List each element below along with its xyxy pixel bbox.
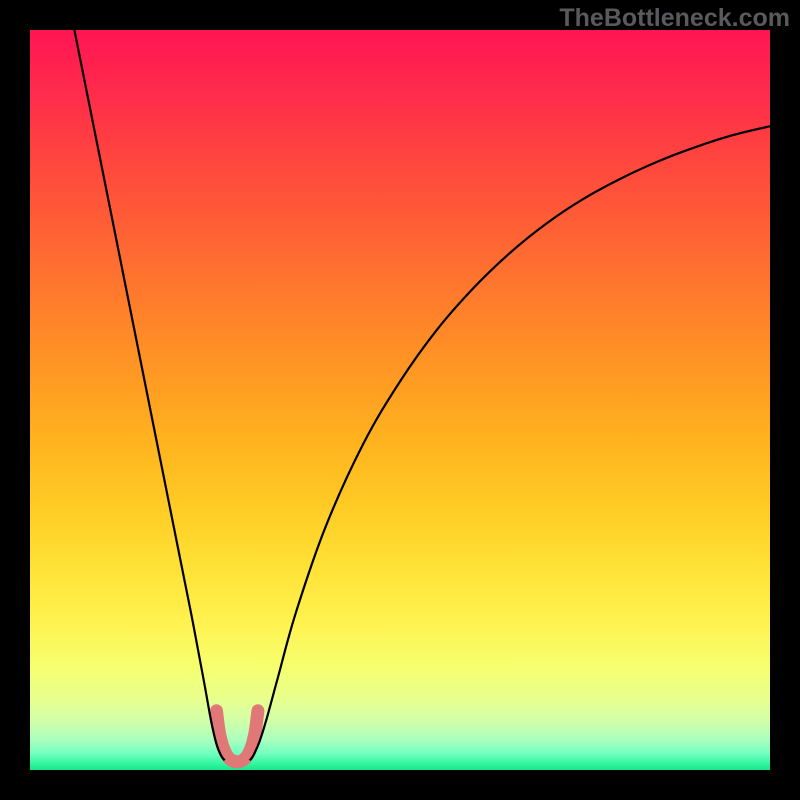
gradient-background (30, 30, 770, 770)
chart-container: TheBottleneck.com (0, 0, 800, 800)
plot-area (30, 30, 770, 770)
watermark-text: TheBottleneck.com (559, 4, 790, 33)
chart-svg (30, 30, 770, 770)
